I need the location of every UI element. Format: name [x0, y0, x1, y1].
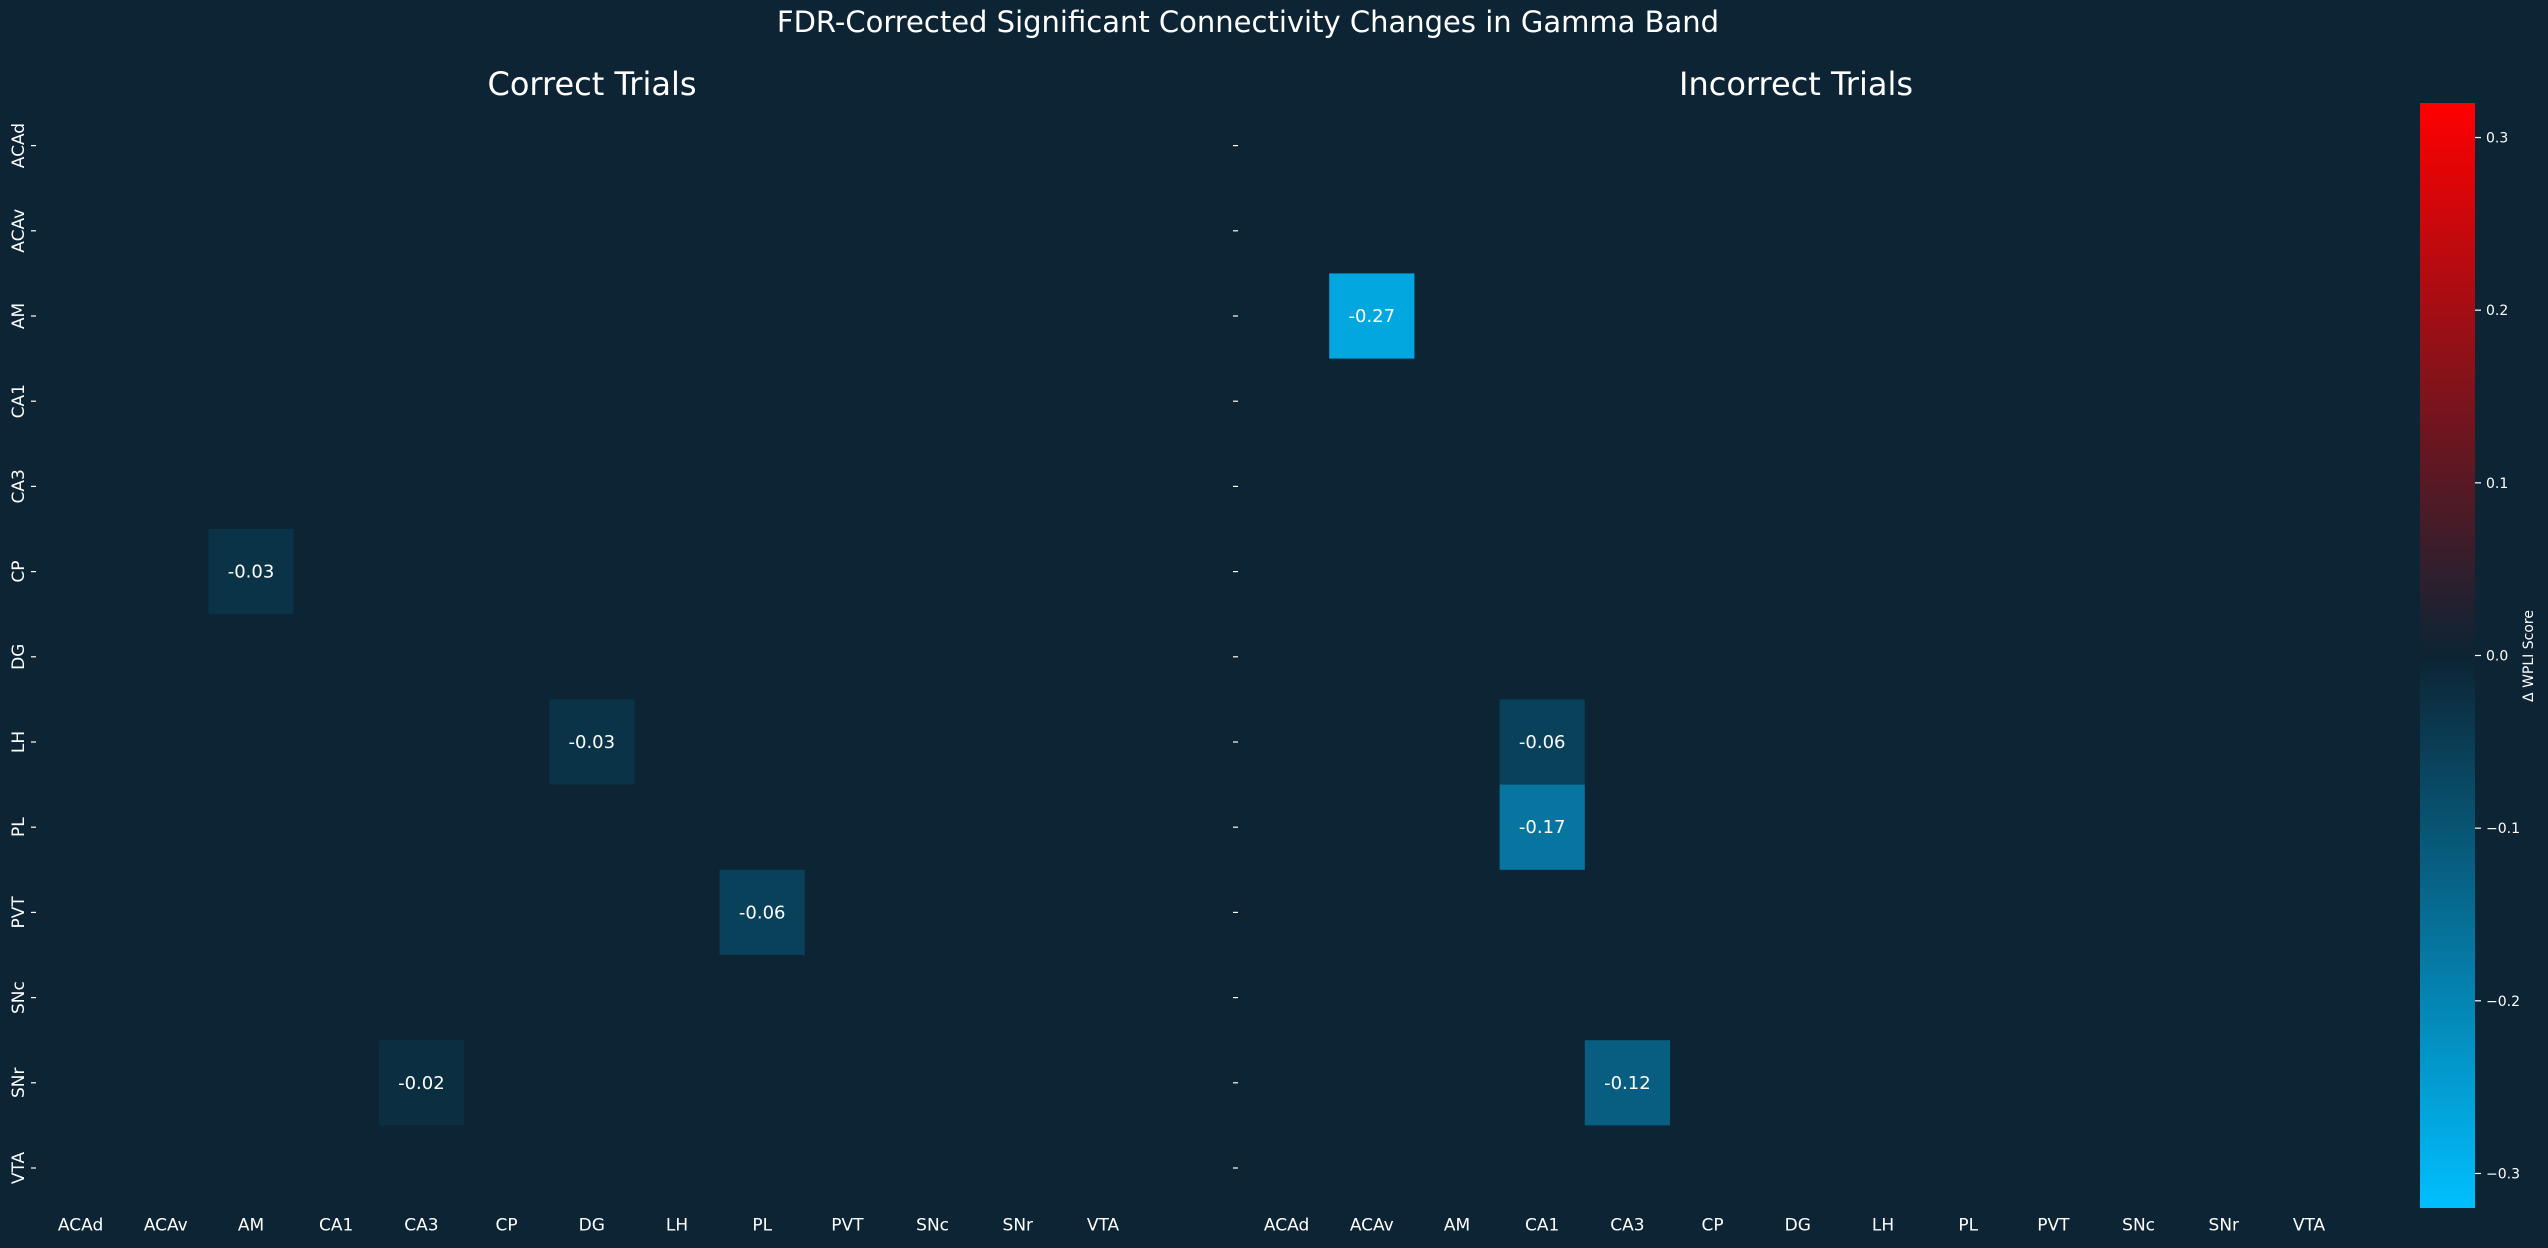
x-tick-label-pvt: PVT — [831, 1216, 864, 1236]
correct-trials-y-axis: ACAd ACAv AM CA1 CA3 CP DG LH PL PVT SNc SNr VTA — [9, 123, 36, 1184]
x-tick-label-ca1: CA1 — [1525, 1216, 1559, 1236]
x-tick-label-dg: DG — [1785, 1216, 1811, 1236]
y-tick-label-cp: CP — [9, 561, 29, 583]
incorrect-trials-cells: -0.27 -0.06 -0.17 -0.12 — [1329, 273, 1670, 1126]
y-tick-label-dg: DG — [9, 644, 29, 670]
heatmap-cell-am-acav — [1329, 273, 1415, 359]
y-tick-label-am: AM — [9, 303, 29, 329]
correct-trials-title: Correct Trials — [487, 65, 696, 103]
colorbar: 0.3 0.2 0.1 0.0 −0.1 −0.2 −0.3 Δ WPLI Score — [2420, 103, 2537, 1208]
x-tick-label-acad: ACAd — [1264, 1216, 1309, 1236]
incorrect-trials-x-axis: ACAd ACAv AM CA1 CA3 CP DG LH PL PVT SNc SNr VTA — [1264, 1216, 2326, 1236]
y-tick-label-snc: SNc — [9, 981, 29, 1014]
x-tick-label-acav: ACAv — [144, 1216, 188, 1236]
x-tick-label-vta: VTA — [2293, 1216, 2326, 1236]
x-tick-label-snr: SNr — [2209, 1216, 2240, 1236]
x-tick-label-snc: SNc — [916, 1216, 949, 1236]
colorbar-tick-label: −0.2 — [2486, 994, 2520, 1010]
colorbar-tick-label: 0.1 — [2486, 476, 2508, 492]
colorbar-tick-label: 0.2 — [2486, 303, 2508, 319]
x-tick-label-snc: SNc — [2122, 1216, 2155, 1236]
x-tick-label-pl: PL — [752, 1216, 772, 1236]
cell-value-label: -0.03 — [569, 732, 616, 753]
y-tick-label-acav: ACAv — [9, 209, 29, 253]
y-tick-label-pl: PL — [9, 817, 29, 837]
correct-trials-x-axis: ACAd ACAv AM CA1 CA3 CP DG LH PL PVT SNc SNr VTA — [58, 1216, 1120, 1236]
x-tick-label-ca3: CA3 — [404, 1216, 438, 1236]
incorrect-trials-y-axis — [1233, 145, 1238, 1169]
x-tick-label-dg: DG — [579, 1216, 605, 1236]
cell-value-label: -0.06 — [1519, 732, 1566, 753]
incorrect-trials-title: Incorrect Trials — [1679, 65, 1913, 103]
y-tick-label-snr: SNr — [9, 1068, 29, 1099]
cell-value-label: -0.06 — [739, 902, 786, 923]
x-tick-label-am: AM — [1444, 1216, 1470, 1236]
heatmap-cell-snr-ca3 — [378, 1040, 464, 1126]
heatmap-cell-snr-ca3 — [1584, 1040, 1670, 1126]
x-tick-label-lh: LH — [1872, 1216, 1894, 1236]
heatmap-cell-pvt-pl — [719, 869, 805, 955]
heatmap-cell-cp-am — [208, 529, 294, 615]
x-tick-label-snr: SNr — [1003, 1216, 1034, 1236]
y-tick-label-lh: LH — [9, 731, 29, 753]
heatmap-cell-lh-ca1 — [1499, 699, 1585, 785]
cell-value-label: -0.12 — [1604, 1073, 1651, 1094]
x-tick-label-ca3: CA3 — [1610, 1216, 1644, 1236]
cell-value-label: -0.02 — [398, 1073, 445, 1094]
x-tick-label-cp: CP — [496, 1216, 518, 1236]
colorbar-tick-label: 0.0 — [2486, 649, 2508, 665]
colorbar-tick-label: −0.1 — [2486, 821, 2520, 837]
colorbar-tick-label: −0.3 — [2486, 1166, 2520, 1182]
heatmap-cell-pl-ca1 — [1499, 784, 1585, 870]
y-tick-label-ca3: CA3 — [9, 469, 29, 503]
y-tick-label-vta: VTA — [9, 1151, 29, 1184]
y-tick-label-acad: ACAd — [9, 123, 29, 168]
correct-trials-cells: -0.03 -0.03 -0.06 -0.02 — [208, 529, 805, 1126]
x-tick-label-acad: ACAd — [58, 1216, 103, 1236]
x-tick-label-acav: ACAv — [1350, 1216, 1394, 1236]
x-tick-label-cp: CP — [1702, 1216, 1724, 1236]
x-tick-label-vta: VTA — [1087, 1216, 1120, 1236]
figure-title: FDR-Corrected Significant Connectivity C… — [777, 5, 1719, 39]
cell-value-label: -0.03 — [228, 562, 275, 583]
y-tick-label-ca1: CA1 — [9, 384, 29, 418]
cell-value-label: -0.27 — [1349, 306, 1396, 327]
x-tick-label-lh: LH — [666, 1216, 688, 1236]
heatmap-cell-lh-dg — [549, 699, 635, 785]
correct-trials-heatmap: Correct Trials ACAd ACAv AM CA1 CA3 CP DG LH PL P… — [9, 65, 1120, 1236]
x-tick-label-pvt: PVT — [2037, 1216, 2070, 1236]
colorbar-gradient — [2420, 103, 2475, 1208]
y-tick-label-pvt: PVT — [9, 896, 29, 929]
x-tick-label-ca1: CA1 — [319, 1216, 353, 1236]
colorbar-ticks: 0.3 0.2 0.1 0.0 −0.1 −0.2 −0.3 — [2475, 131, 2520, 1182]
x-tick-label-pl: PL — [1958, 1216, 1978, 1236]
colorbar-label: Δ WPLI Score — [2521, 610, 2537, 702]
x-tick-label-am: AM — [238, 1216, 264, 1236]
incorrect-trials-heatmap: Incorrect Trials ACAd ACAv AM CA1 CA3 CP DG LH P… — [1233, 65, 2326, 1236]
cell-value-label: -0.17 — [1519, 817, 1566, 838]
colorbar-tick-label: 0.3 — [2486, 131, 2508, 147]
